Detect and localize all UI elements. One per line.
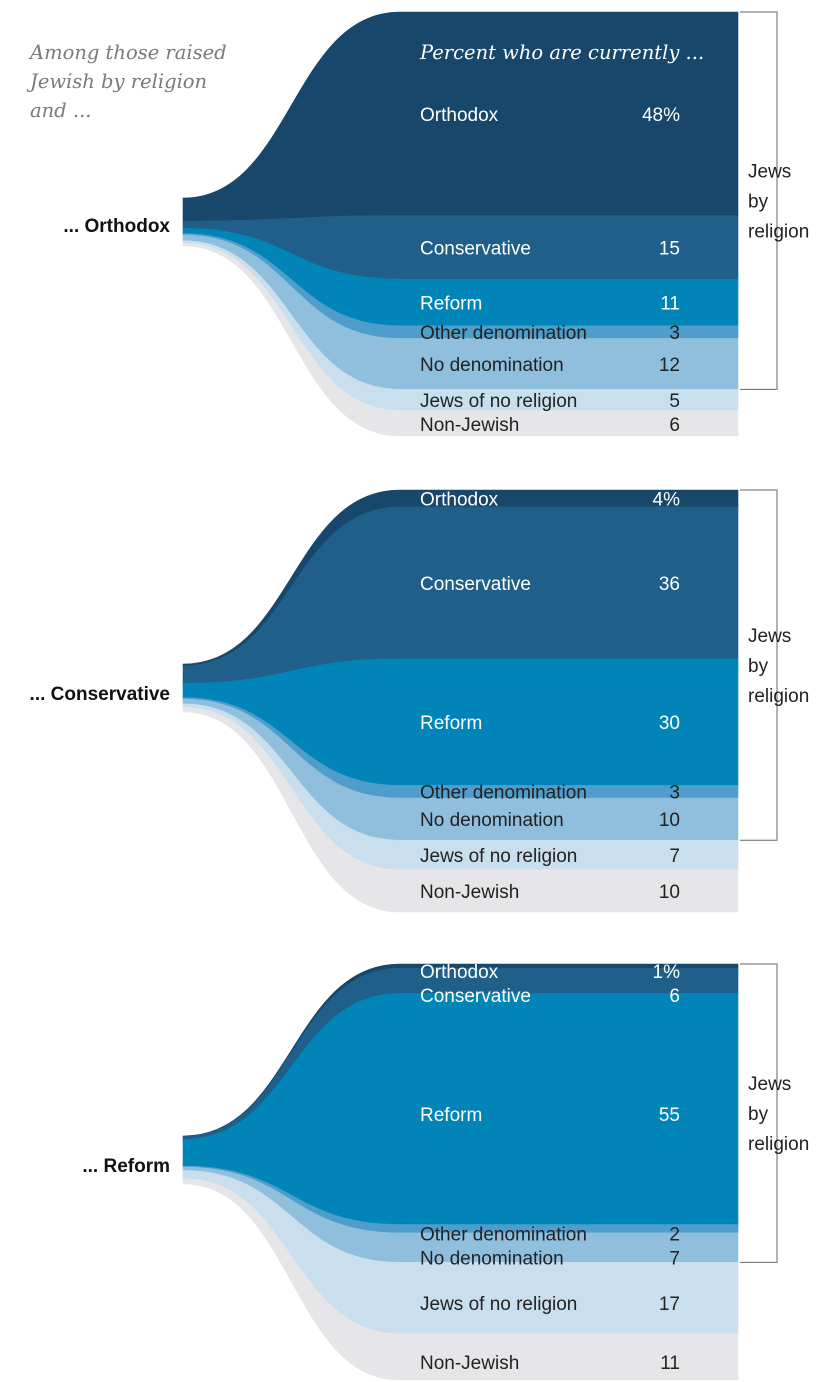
value-label-other-denomination: 3	[669, 323, 680, 344]
value-label-conservative: 36	[659, 574, 680, 595]
flow-band-non-jewish	[182, 706, 739, 913]
category-label-other-denomination: Other denomination	[420, 783, 587, 804]
category-label-no-denomination: No denomination	[420, 355, 564, 376]
source-label: ... Conservative	[30, 684, 170, 705]
bracket-label: religion	[748, 686, 809, 707]
bracket-line	[740, 489, 778, 841]
category-label-conservative: Conservative	[420, 574, 531, 595]
category-label-jews-of-no-religion: Jews of no religion	[420, 1294, 577, 1315]
category-label-other-denomination: Other denomination	[420, 323, 587, 344]
category-label-conservative: Conservative	[420, 986, 531, 1007]
category-label-non-jewish: Non-Jewish	[420, 1353, 519, 1374]
value-label-orthodox: 1%	[653, 962, 681, 983]
sankey-panel-conservative: ... Conservative Orthodox 4% Conservative 36…	[30, 489, 809, 913]
category-label-orthodox: Orthodox	[420, 489, 499, 510]
bracket-label: religion	[748, 222, 809, 243]
category-label-non-jewish: Non-Jewish	[420, 415, 519, 436]
percent-header: Percent who are currently ...	[419, 41, 704, 64]
source-label: ... Reform	[82, 1156, 170, 1177]
value-label-jews-of-no-religion: 7	[669, 846, 680, 867]
bracket-label: Jews	[748, 626, 791, 647]
sankey-panel-orthodox: ... Orthodox Percent who are currently ..…	[63, 11, 809, 437]
source-label: ... Orthodox	[63, 216, 170, 237]
value-label-conservative: 6	[669, 986, 680, 1007]
category-label-reform: Reform	[420, 293, 482, 314]
value-label-orthodox: 4%	[653, 489, 681, 510]
flow-band-non-jewish	[182, 1178, 739, 1381]
value-label-non-jewish: 11	[660, 1353, 680, 1374]
category-label-non-jewish: Non-Jewish	[420, 882, 519, 903]
bracket-label: by	[748, 192, 769, 213]
value-label-non-jewish: 10	[659, 882, 680, 903]
category-label-jews-of-no-religion: Jews of no religion	[420, 846, 577, 867]
value-label-other-denomination: 2	[669, 1225, 680, 1246]
category-label-no-denomination: No denomination	[420, 1249, 564, 1270]
value-label-reform: 11	[660, 293, 680, 314]
value-label-reform: 55	[659, 1105, 680, 1126]
flow-band-non-jewish	[182, 242, 739, 437]
bracket-label: by	[748, 656, 769, 677]
bracket-label: by	[748, 1104, 769, 1125]
value-label-reform: 30	[659, 713, 680, 734]
category-label-reform: Reform	[420, 1105, 482, 1126]
category-label-no-denomination: No denomination	[420, 810, 564, 831]
bracket-line	[740, 11, 778, 390]
bracket-label: Jews	[748, 162, 791, 183]
value-label-other-denomination: 3	[669, 783, 680, 804]
value-label-no-denomination: 10	[659, 810, 680, 831]
sankey-panel-reform: ... Reform Orthodox 1% Conservative 6 Reform 5…	[82, 962, 809, 1381]
value-label-orthodox: 48%	[642, 105, 680, 126]
value-label-conservative: 15	[659, 238, 680, 259]
category-label-orthodox: Orthodox	[420, 105, 499, 126]
value-label-jews-of-no-religion: 17	[659, 1294, 680, 1315]
intro-note: Among those raised Jewish by religion an…	[30, 41, 227, 122]
bracket-line	[740, 963, 778, 1263]
flow-band-conservative	[182, 506, 739, 684]
category-label-reform: Reform	[420, 713, 482, 734]
value-label-no-denomination: 7	[669, 1249, 680, 1270]
bracket-label: religion	[748, 1134, 809, 1155]
category-label-jews-of-no-religion: Jews of no religion	[420, 391, 577, 412]
category-label-orthodox: Orthodox	[420, 962, 499, 983]
value-label-jews-of-no-religion: 5	[669, 391, 680, 412]
value-label-no-denomination: 12	[659, 355, 680, 376]
category-label-conservative: Conservative	[420, 238, 531, 259]
bracket-label: Jews	[748, 1074, 791, 1095]
category-label-other-denomination: Other denomination	[420, 1225, 587, 1246]
value-label-non-jewish: 6	[669, 415, 680, 436]
